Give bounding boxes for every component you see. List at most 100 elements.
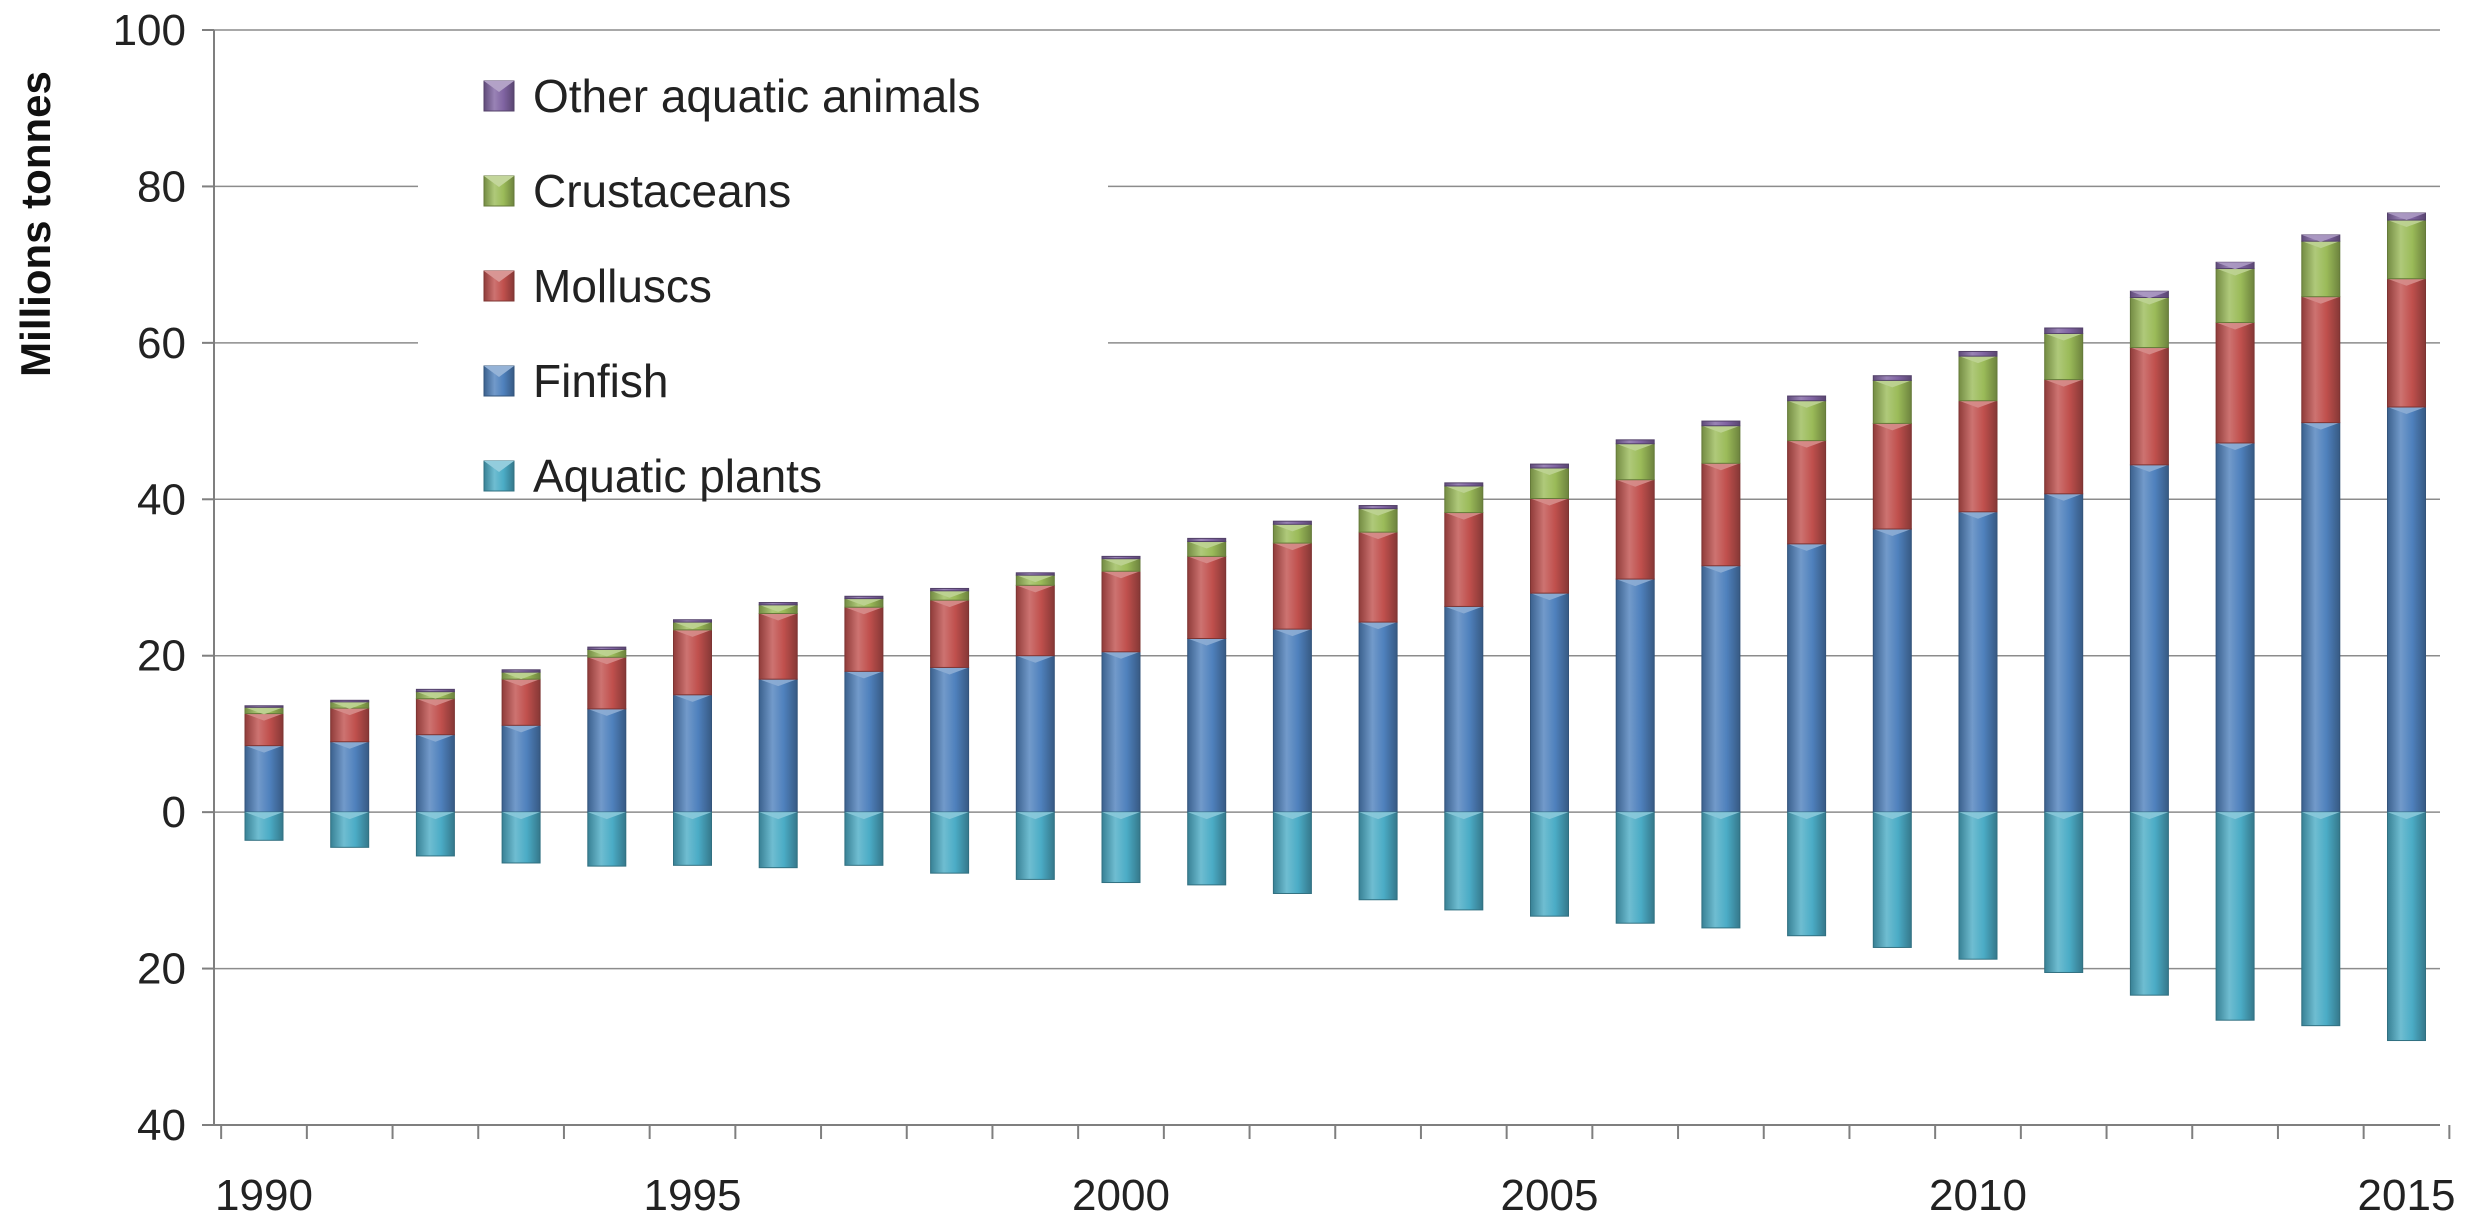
- bar-aquatic-plants-2002: [1272, 811, 1312, 894]
- bar-bevel: [844, 671, 883, 679]
- bar-bevel: [1016, 585, 1055, 593]
- bar-finfish-1998: [930, 666, 970, 813]
- bar-molluscs-2002: [1272, 542, 1312, 630]
- bar-bevel: [2387, 406, 2426, 414]
- bar-bevel: [416, 691, 455, 699]
- bar-bevel: [1016, 812, 1055, 820]
- legend-label: Crustaceans: [533, 165, 791, 217]
- bar-other-aquatic-animals-2005: [1530, 463, 1569, 469]
- bar-bevel: [502, 725, 541, 733]
- bar-bevel: [759, 613, 798, 621]
- bar-crustaceans-2014: [2301, 240, 2341, 298]
- bar-other-aquatic-animals-2001: [1187, 537, 1227, 543]
- bar-bevel: [2130, 812, 2169, 820]
- bar-aquatic-plants-2008: [1787, 811, 1827, 937]
- legend-background: [418, 50, 1108, 490]
- bar-finfish-1991: [330, 741, 370, 813]
- bar-finfish-2011: [2044, 493, 2084, 813]
- bar-aquatic-plants-1994: [587, 811, 627, 867]
- x-tick-label: 1990: [215, 1171, 313, 1220]
- bar-finfish-2010: [1958, 511, 1998, 813]
- bar-molluscs-2014: [2301, 296, 2341, 424]
- bar-bevel: [1701, 463, 1740, 471]
- bar-bevel: [1616, 479, 1655, 487]
- bar-bevel: [844, 607, 883, 615]
- bar-bevel: [2130, 464, 2169, 472]
- bar-bevel: [673, 622, 712, 630]
- bar-bevel: [1273, 543, 1312, 551]
- legend-label: Molluscs: [533, 260, 712, 312]
- bar-bevel: [2387, 812, 2426, 820]
- bar-finfish-2002: [1272, 628, 1312, 813]
- bar-finfish-1993: [501, 724, 541, 813]
- bar-bevel: [1016, 575, 1055, 583]
- bar-finfish-2003: [1358, 621, 1398, 813]
- bar-bevel: [502, 672, 541, 680]
- bar-molluscs-2009: [1872, 422, 1912, 530]
- bar-bevel: [673, 812, 712, 820]
- bar-bevel: [1873, 380, 1912, 388]
- bar-bevel: [587, 657, 626, 665]
- legend-label: Finfish: [533, 355, 668, 407]
- bar-bevel: [1273, 812, 1312, 820]
- bar-bevel: [330, 701, 369, 709]
- bar-other-aquatic-animals-2000: [1101, 555, 1141, 560]
- bar-finfish-2008: [1787, 543, 1827, 813]
- bar-bevel: [1187, 556, 1226, 564]
- bar-bevel: [1959, 511, 1997, 519]
- bar-finfish-1997: [844, 670, 884, 813]
- bar-bevel: [2130, 347, 2169, 355]
- bar-finfish-2013: [2215, 442, 2255, 813]
- bar-other-aquatic-animals-2011: [2044, 327, 2084, 334]
- bar-bevel: [416, 698, 455, 706]
- bar-bevel: [587, 649, 626, 657]
- legend-swatch-bevel: [484, 366, 514, 377]
- legend-label: Aquatic plants: [533, 450, 822, 502]
- bar-bevel: [1616, 579, 1655, 587]
- bar-finfish-2007: [1701, 565, 1741, 813]
- y-tick-label: 80: [137, 162, 186, 211]
- bar-bevel: [2044, 812, 2083, 820]
- bar-finfish-1999: [1015, 655, 1055, 813]
- y-tick-label: 40: [137, 475, 186, 524]
- legend-swatch-bevel: [484, 461, 514, 472]
- bar-bevel: [844, 598, 883, 606]
- bar-molluscs-1993: [501, 678, 541, 726]
- bar-other-aquatic-animals-1990: [244, 705, 284, 708]
- bar-finfish-1994: [587, 708, 627, 813]
- bar-bevel: [2044, 493, 2083, 501]
- bar-bevel: [502, 812, 541, 820]
- bar-bevel: [416, 812, 455, 820]
- bar-aquatic-plants-2005: [1530, 811, 1569, 917]
- bar-other-aquatic-animals-2004: [1444, 482, 1484, 487]
- bar-aquatic-plants-1999: [1015, 811, 1055, 880]
- bar-bevel: [930, 812, 969, 820]
- bar-finfish-2015: [2387, 406, 2426, 813]
- bar-bevel: [1102, 558, 1140, 566]
- bar-bevel: [759, 604, 798, 612]
- bar-bevel: [2216, 442, 2255, 450]
- bar-bevel: [502, 679, 541, 687]
- bar-bevel: [930, 590, 969, 598]
- bar-bevel: [1787, 440, 1826, 448]
- bar-other-aquatic-animals-2007: [1701, 420, 1741, 427]
- bar-finfish-2006: [1615, 578, 1655, 813]
- bar-aquatic-plants-2013: [2215, 811, 2255, 1021]
- y-tick-label: 100: [113, 6, 186, 55]
- bar-bevel: [2130, 291, 2169, 299]
- bar-finfish-2009: [1872, 528, 1912, 813]
- bar-bevel: [2387, 220, 2426, 228]
- bar-aquatic-plants-2015: [2387, 811, 2426, 1042]
- bar-finfish-1996: [758, 678, 798, 813]
- bar-bevel: [245, 745, 283, 753]
- bar-aquatic-plants-1997: [844, 811, 884, 866]
- bar-bevel: [2216, 322, 2255, 330]
- bar-finfish-2012: [2129, 464, 2169, 813]
- bar-bevel: [2301, 422, 2340, 430]
- bar-bevel: [1701, 565, 1740, 573]
- bar-bevel: [1444, 512, 1483, 520]
- bar-aquatic-plants-2011: [2044, 811, 2084, 973]
- bar-aquatic-plants-2012: [2129, 811, 2169, 996]
- y-tick-label: 20: [137, 945, 186, 994]
